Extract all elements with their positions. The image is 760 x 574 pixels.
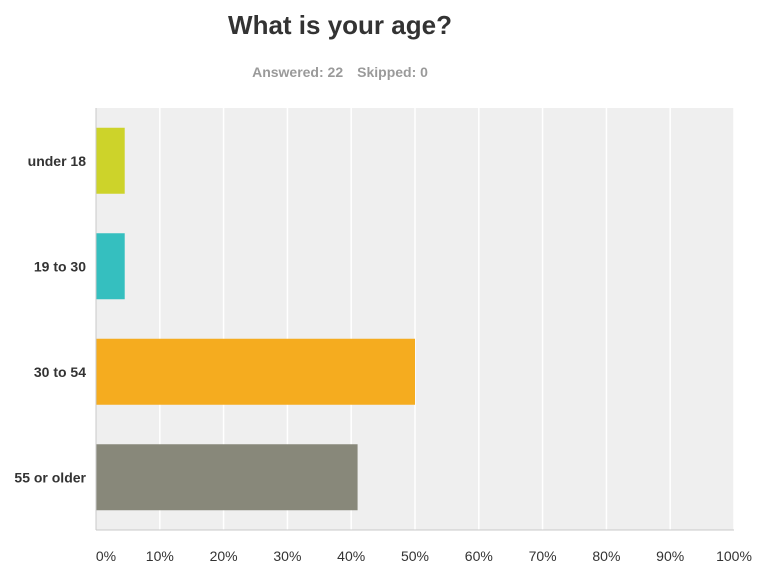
bar	[96, 444, 358, 511]
chart-title: What is your age?	[228, 10, 452, 40]
x-axis-ticks: 0% 10% 20% 30% 40% 50% 60% 70% 80% 90% 100%	[96, 548, 752, 564]
bar	[96, 338, 415, 405]
x-tick-label: 60%	[465, 548, 493, 564]
category-labels: under 18 19 to 30 30 to 54 55 or older	[14, 153, 86, 486]
x-tick-label: 100%	[716, 548, 752, 564]
x-tick-label: 10%	[146, 548, 174, 564]
skipped-count: Skipped: 0	[357, 64, 428, 80]
x-tick-label: 0%	[96, 548, 116, 564]
category-label: 55 or older	[14, 469, 86, 485]
x-tick-label: 30%	[273, 548, 301, 564]
x-tick-label: 90%	[656, 548, 684, 564]
response-stats: Answered: 22 Skipped: 0	[0, 64, 680, 80]
x-tick-label: 40%	[337, 548, 365, 564]
bar	[96, 127, 125, 194]
x-tick-label: 20%	[210, 548, 238, 564]
bar	[96, 233, 125, 300]
bars	[96, 127, 415, 511]
x-tick-label: 50%	[401, 548, 429, 564]
category-label: 30 to 54	[34, 364, 86, 380]
category-label: 19 to 30	[34, 258, 86, 274]
answered-count: Answered: 22	[252, 64, 344, 80]
x-tick-label: 80%	[592, 548, 620, 564]
x-tick-label: 70%	[529, 548, 557, 564]
category-label: under 18	[28, 153, 87, 169]
